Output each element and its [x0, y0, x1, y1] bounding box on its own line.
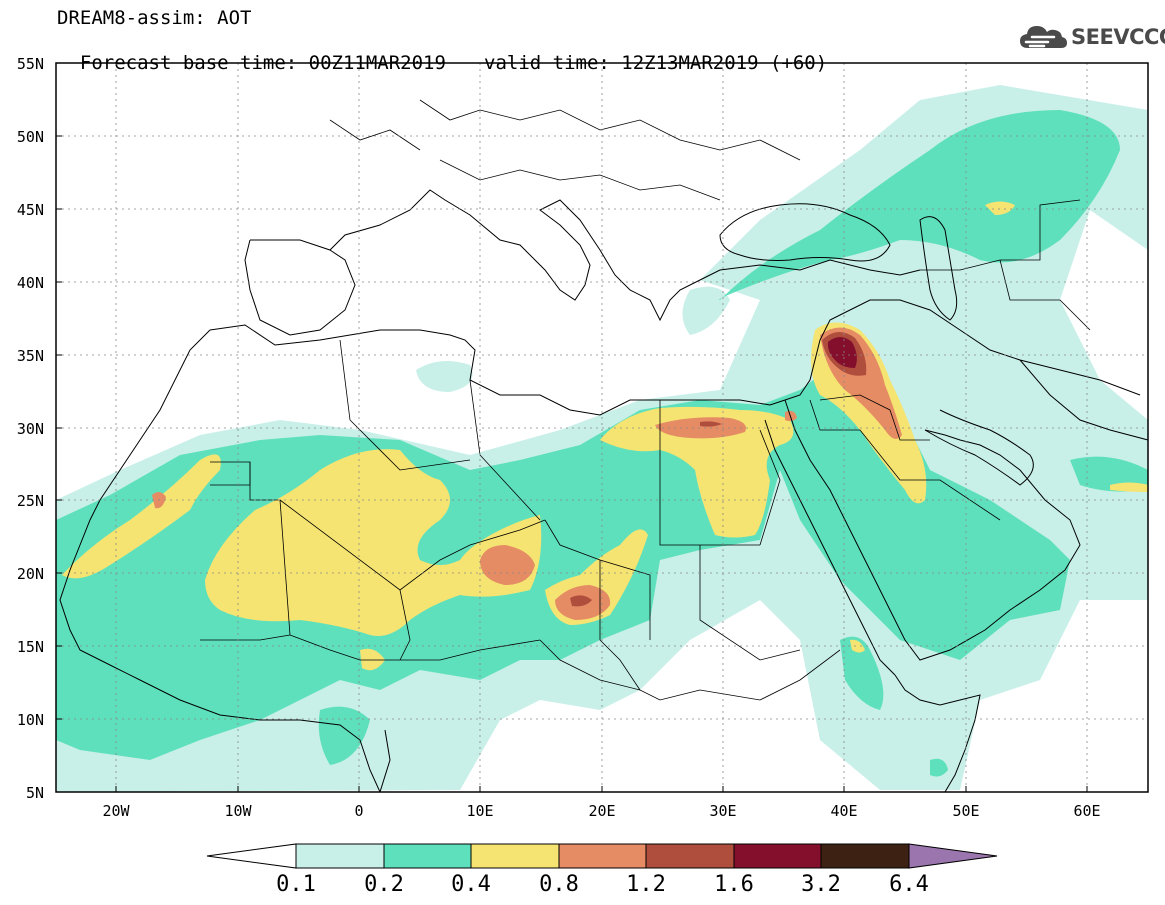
- lat-label: 10N: [16, 711, 44, 729]
- colorbar-bin-0.8-1.2: [558, 843, 647, 869]
- gridlines: [56, 63, 1148, 792]
- aot-shading: [56, 85, 1148, 792]
- lat-label: 5N: [25, 784, 44, 802]
- colorbar-label: 1.2: [626, 872, 666, 897]
- lon-label: 40E: [830, 802, 858, 820]
- seevccc-logo: SEEVCCC: [1018, 20, 1165, 54]
- colorbar-bin-1.6-3.2: [733, 843, 822, 869]
- colorbar-bin-0.2-0.4: [383, 843, 472, 869]
- colorbar-bin-0.4-0.8: [470, 843, 560, 869]
- lon-label: 20W: [102, 802, 130, 820]
- lon-label: 30E: [709, 802, 737, 820]
- lat-label: 40N: [16, 274, 44, 292]
- lon-label: 50E: [952, 802, 980, 820]
- cloud-icon: [1020, 26, 1067, 48]
- lat-label: 15N: [16, 638, 44, 656]
- colorbar-label: 0.2: [364, 872, 404, 897]
- axis-ticks: [56, 62, 1088, 793]
- colorbar-label: 6.4: [889, 872, 929, 897]
- lat-label: 50N: [16, 128, 44, 146]
- colorbar-label: 0.1: [276, 872, 316, 897]
- logo-text: SEEVCCC: [1071, 25, 1165, 49]
- colorbar: [206, 843, 998, 869]
- colorbar-label: 3.2: [801, 872, 841, 897]
- lat-label: 35N: [16, 347, 44, 365]
- map-title: DREAM8-assim: AOT: [57, 7, 252, 29]
- colorbar-bin-0.1-0.2: [295, 843, 385, 869]
- colorbar-label: 0.8: [539, 872, 579, 897]
- lat-label: 45N: [16, 201, 44, 219]
- lon-label: 60E: [1073, 802, 1101, 820]
- colorbar-low-arrow: [206, 843, 297, 869]
- colorbar-bin-1.2-1.6: [645, 843, 735, 869]
- lon-label: 10E: [466, 802, 494, 820]
- lon-label: 20E: [588, 802, 616, 820]
- colorbar-label: 1.6: [714, 872, 754, 897]
- colorbar-high-arrow: [908, 843, 998, 869]
- lat-label: 20N: [16, 565, 44, 583]
- lon-label: 10W: [224, 802, 252, 820]
- colorbar-bin-3.2-6.4: [820, 843, 910, 869]
- colorbar-label: 0.4: [451, 872, 491, 897]
- lon-label: 0: [354, 802, 364, 820]
- lat-label: 30N: [16, 420, 44, 438]
- lat-label: 55N: [16, 55, 44, 73]
- lat-label: 25N: [16, 492, 44, 510]
